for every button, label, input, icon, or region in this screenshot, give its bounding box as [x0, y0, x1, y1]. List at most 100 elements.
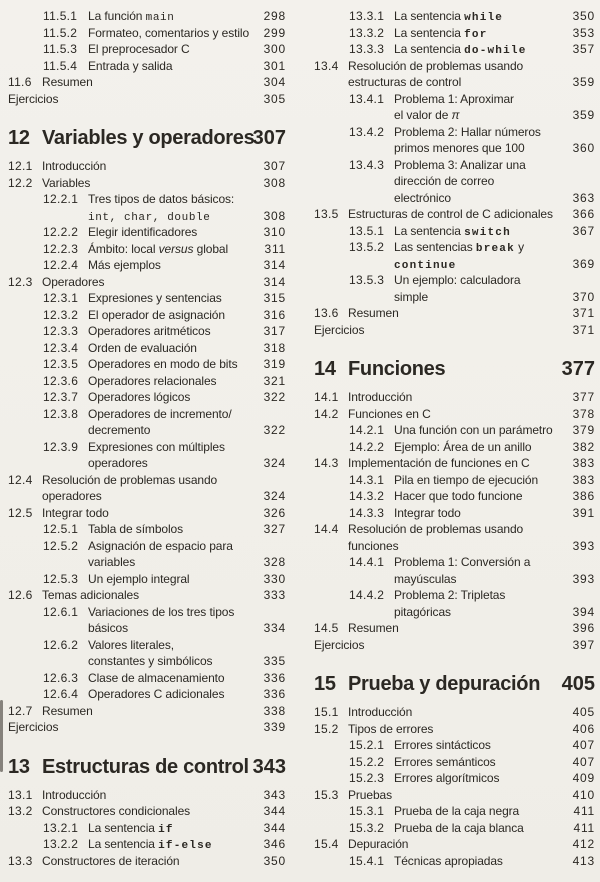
text-segment: Constructores condicionales — [42, 804, 191, 818]
entry-text: Integrar todo — [314, 505, 595, 522]
text-segment: decremento — [88, 423, 151, 437]
entry-text: Introducción — [8, 158, 286, 175]
text-segment: Expresiones y sentencias — [88, 291, 222, 305]
text-segment: Orden de evaluación — [88, 340, 197, 355]
entry-page-number: 338 — [263, 703, 286, 718]
entry-text: Problema 1: Conversión a — [314, 554, 595, 571]
toc-entry-line: 14.3.1 Pila en tiempo de ejecución 383 — [314, 472, 595, 489]
toc-entry-line: funciones 393 — [314, 538, 595, 555]
toc-entry-line: 15.4 Depuración 412 — [314, 836, 595, 853]
entry-text: Problema 1: Aproximar — [314, 91, 595, 108]
text-segment: operadores — [42, 489, 102, 503]
entry-number: 12.2.1 — [43, 192, 79, 206]
text-segment: Resolución de problemas usando — [348, 522, 524, 536]
entry-text: Depuración — [314, 836, 595, 853]
toc-entry-line: 12.2.2 Elegir identificadores 310 — [8, 224, 286, 241]
entry-page-number: 333 — [263, 588, 286, 602]
text-segment: estructuras de control — [348, 75, 462, 89]
entry-page-number: 369 — [572, 256, 595, 271]
entry-number: 14.4 — [314, 522, 339, 536]
entry-page-number: 357 — [572, 42, 595, 56]
text-segment: La función — [88, 9, 146, 23]
text-segment: Técnicas apropiadas — [394, 853, 503, 868]
entry-number: 12.5 — [8, 505, 33, 520]
toc-entry-line: 15.2.2 Errores semánticos 407 — [314, 754, 595, 771]
entry-text: Errores semánticos — [314, 754, 595, 771]
text-segment: global — [193, 241, 229, 256]
entry-page-number: 308 — [263, 175, 286, 190]
text-segment: Operadores en modo de bits — [88, 357, 238, 371]
text-segment: Más ejemplos — [88, 258, 161, 272]
entry-page-number: 393 — [572, 571, 595, 586]
entry-number: 13.5.2 — [349, 240, 385, 254]
chapter-heading: 13 Estructuras de control 343 — [8, 754, 286, 780]
toc-entry-line: el valor de π 359 — [314, 107, 595, 124]
entry-text: Introducción — [8, 787, 286, 804]
entry-number: 12.4 — [8, 472, 33, 487]
toc-entry-line: 12.3.9 Expresiones con múltiples — [8, 439, 286, 456]
entry-number: 13.4.3 — [349, 157, 385, 172]
entry-number: 13.2.1 — [43, 820, 79, 835]
text-segment: if — [158, 823, 174, 836]
toc-entry-line: 13.6 Resumen 371 — [314, 305, 595, 322]
entry-page-number: 412 — [572, 837, 595, 851]
entry-text: Un ejemplo integral — [8, 571, 286, 588]
toc-entry-line: 12.6 Temas adicionales 333 — [8, 587, 286, 604]
entry-text: Problema 2: Hallar números — [314, 124, 595, 141]
toc-entry-line: 11.6 Resumen 304 — [8, 74, 286, 91]
text-segment: Tres tipos de datos básicos: — [88, 192, 235, 206]
entry-text: Pila en tiempo de ejecución — [314, 472, 595, 489]
toc-entry-line: estructuras de control 359 — [314, 74, 595, 91]
entry-number: 13.1 — [8, 787, 33, 802]
entry-text: Tres tipos de datos básicos: — [8, 191, 286, 208]
entry-page-number: 326 — [263, 505, 286, 520]
entry-page-number: 379 — [572, 423, 595, 437]
entry-number: 15.4.1 — [349, 853, 385, 868]
toc-entry-line: 13.3.1 La sentencia while 350 — [314, 8, 595, 25]
entry-number: 12.2 — [8, 175, 33, 190]
toc-entry-line: 13.2 Constructores condicionales 344 — [8, 803, 286, 820]
toc-entry-line: 12.6.3 Clase de almacenamiento 336 — [8, 670, 286, 687]
toc-entry-line: 13.4.3 Problema 3: Analizar una — [314, 157, 595, 174]
entry-page-number: 299 — [263, 25, 286, 40]
entry-text: variables — [8, 554, 286, 571]
toc-entry-line: 15.3.1 Prueba de la caja negra 411 — [314, 803, 595, 820]
entry-page-number: 378 — [572, 406, 595, 421]
entry-number: 13.3.2 — [349, 25, 385, 40]
entry-page-number: 396 — [572, 621, 595, 635]
text-segment: Ejemplo: Área de un anillo — [394, 439, 532, 454]
entry-text: Formateo, comentarios y estilo — [8, 25, 286, 42]
entry-text: mayúsculas — [314, 571, 595, 588]
toc-entry-line: 13.5.1 La sentencia switch 367 — [314, 223, 595, 240]
text-segment: Funciones en C — [348, 406, 431, 421]
entry-text: Clase de almacenamiento — [8, 670, 286, 687]
text-segment: La sentencia — [394, 9, 465, 23]
scan-artifact — [0, 700, 3, 772]
entry-number: 14.2.1 — [349, 423, 385, 437]
toc-entry-line: 12.7 Resumen 338 — [8, 703, 286, 720]
toc-entry-line: 12.3.6 Operadores relacionales 321 — [8, 373, 286, 390]
toc-entry-line: 12.1 Introducción 307 — [8, 158, 286, 175]
entry-page-number: 350 — [263, 853, 286, 868]
entry-page-number: 386 — [572, 489, 595, 503]
entry-number: 12.6.1 — [43, 604, 79, 619]
entry-page-number: 317 — [263, 324, 286, 338]
entry-text: Expresiones con múltiples — [8, 439, 286, 456]
entry-text: Operadores en modo de bits — [8, 356, 286, 373]
entry-page-number: 363 — [572, 190, 595, 205]
entry-number: 12.6 — [8, 588, 33, 602]
entry-text: El operador de asignación — [8, 307, 286, 324]
toc-entry-line: 12.6.1 Variaciones de los tres tipos — [8, 604, 286, 621]
text-segment: Una función con un parámetro — [394, 423, 553, 437]
toc-entry-line: 12.4 Resolución de problemas usando — [8, 472, 286, 489]
entry-page-number: 318 — [263, 340, 286, 355]
toc-entry-line: 12.3.8 Operadores de incremento/ — [8, 406, 286, 423]
entry-page-number: 339 — [263, 720, 286, 734]
toc-entry-line: 13.1 Introducción 343 — [8, 787, 286, 804]
toc-entry-line: 14.5 Resumen 396 — [314, 620, 595, 637]
entry-text: Tabla de símbolos — [8, 521, 286, 538]
entry-text: pitagóricas — [314, 604, 595, 621]
entry-text: Entrada y salida — [8, 58, 286, 75]
toc-entry-line: operadores 324 — [8, 488, 286, 505]
